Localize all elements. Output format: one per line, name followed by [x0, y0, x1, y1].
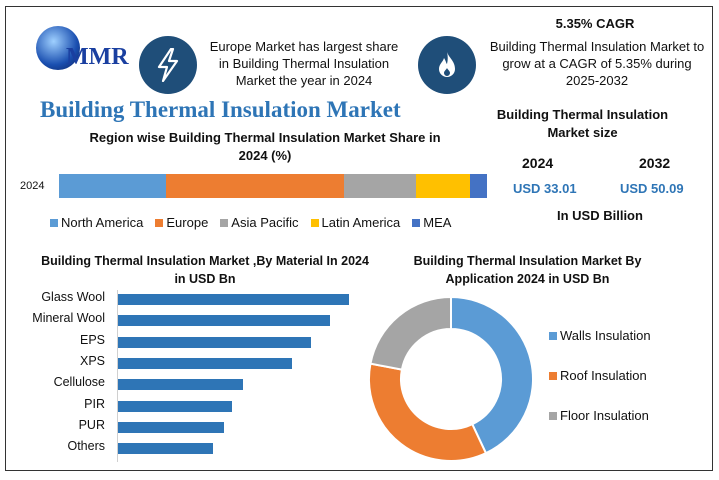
flame-icon	[418, 36, 476, 94]
market-year-2024: 2024	[522, 155, 554, 171]
region-legend: North America Europe Asia Pacific Latin Ame…	[50, 215, 451, 230]
material-bar-xps	[118, 357, 293, 369]
donut-slice-floor-insulation	[369, 295, 452, 371]
mmr-logo: MMR	[30, 26, 140, 86]
legend-item-north-america: North America	[50, 215, 143, 230]
stack-segment-latin-america	[416, 174, 470, 198]
material-bar-others	[118, 443, 213, 455]
legend-item-floor-insulation: Floor Insulation	[549, 408, 651, 423]
region-category-label: 2024	[20, 180, 45, 192]
material-label-glass-wool: Glass Wool	[41, 290, 105, 304]
material-label-cellulose: Cellulose	[53, 375, 105, 390]
application-chart-title: Building Thermal Insulation Market By Ap…	[413, 254, 642, 286]
material-bar-eps	[118, 336, 312, 348]
page-title: Building Thermal Insulation Market	[40, 97, 401, 122]
legend-item-latin-america: Latin America	[310, 215, 400, 230]
donut-slice-roof-insulation	[368, 362, 488, 462]
material-label-others: Others	[67, 439, 105, 454]
material-label-pir: PIR	[84, 396, 105, 411]
cagr-title: 5.35% CAGR	[555, 16, 635, 31]
stack-segment-europe	[166, 174, 344, 198]
legend-item-mea: MEA	[412, 215, 451, 230]
material-bar-glass-wool	[118, 294, 349, 305]
market-value-2024: USD 33.01	[513, 181, 577, 196]
stack-segment-asia-pacific	[343, 174, 417, 198]
europe-highlight-text: Europe Market has largest share in Build…	[209, 39, 399, 88]
material-chart-title: Building Thermal Insulation Market ,By M…	[41, 254, 369, 286]
material-label-eps: EPS	[79, 332, 105, 347]
market-year-2032: 2032	[639, 155, 671, 171]
material-bar-mineral-wool	[118, 315, 331, 327]
cagr-text: Building Thermal Insulation Market to gr…	[489, 39, 705, 88]
material-bar-cellulose	[118, 379, 243, 391]
market-size-title: Building Thermal Insulation Market size	[496, 107, 669, 140]
application-legend: Walls Insulation Roof Insulation Floor Ins…	[549, 328, 651, 448]
market-unit: In USD Billion	[557, 208, 643, 223]
material-label-xps: XPS	[79, 353, 105, 368]
infographic-frame	[5, 6, 713, 471]
donut-slice-walls-insulation	[450, 295, 534, 455]
material-bar-pir	[118, 400, 232, 412]
material-bar-chart: Glass Wool Mineral Wool EPS XPS Cellulose PIR…	[0, 289, 370, 461]
material-label-pur: PUR	[78, 417, 105, 432]
material-axis	[117, 290, 118, 462]
legend-item-walls-insulation: Walls Insulation	[549, 328, 651, 343]
application-donut-chart	[368, 295, 534, 462]
stack-segment-mea	[469, 174, 487, 198]
market-value-2032: USD 50.09	[620, 181, 684, 196]
globe-icon	[36, 26, 80, 70]
legend-item-europe: Europe	[155, 215, 208, 230]
logo-text: MMR	[66, 44, 129, 70]
region-stacked-bar	[59, 174, 487, 198]
material-label-mineral-wool: Mineral Wool	[32, 311, 105, 326]
legend-item-asia-pacific: Asia Pacific	[220, 215, 299, 230]
legend-item-roof-insulation: Roof Insulation	[549, 368, 651, 383]
material-bar-pur	[118, 421, 225, 433]
stack-segment-north-america	[59, 174, 166, 198]
lightning-icon	[139, 36, 197, 94]
region-chart-title: Region wise Building Thermal Insulation …	[89, 130, 441, 163]
